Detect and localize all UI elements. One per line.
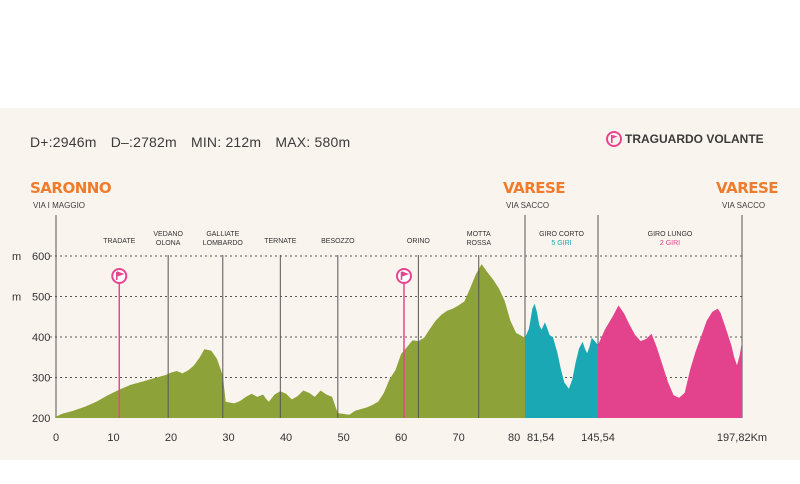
waypoint-label: VEDANO — [153, 231, 183, 238]
mid-street: VIA SACCO — [506, 201, 550, 210]
x-tick-label: 0 — [53, 432, 59, 444]
x-tick-label: 30 — [222, 432, 234, 444]
x-tick-label: 70 — [452, 432, 464, 444]
flag-icon — [395, 268, 412, 284]
stat-dminus: D–:2782m — [110, 134, 177, 150]
x-tick-label: 50 — [337, 432, 349, 444]
x-tick-label: 197,82Km — [717, 432, 767, 444]
x-tick-label: 40 — [280, 432, 292, 444]
section-sublabel: 5 GIRI — [551, 240, 571, 247]
flag-icon — [606, 131, 622, 147]
flag-glyph — [400, 271, 410, 280]
elevation-area-2 — [525, 303, 598, 418]
stat-dplus: D+:2946m — [30, 134, 97, 150]
y-unit-label: m — [12, 251, 21, 263]
x-tick-label: 10 — [107, 432, 119, 444]
end-city: VARESE — [716, 179, 779, 197]
legend-label: TRAGUARDO VOLANTE — [625, 132, 764, 146]
waypoint-label: GALLIATE — [206, 231, 239, 238]
y-unit-label: m — [12, 292, 21, 304]
waypoint-label-2: OLONA — [156, 240, 181, 247]
start-street: VIA I MAGGIO — [33, 201, 86, 210]
waypoint-label: ORINO — [407, 238, 431, 245]
flag-glyph — [116, 271, 125, 280]
stat-max: MAX: 580m — [275, 134, 351, 150]
elevation-area-1 — [56, 264, 525, 418]
flag-icon — [111, 268, 128, 284]
y-tick-label: 600 — [32, 251, 50, 263]
waypoint-label-2: LOMBARDO — [203, 240, 244, 247]
mid-city: VARESE — [503, 179, 566, 197]
y-tick-label: 400 — [32, 332, 50, 344]
y-tick-label: 500 — [32, 292, 50, 304]
x-tick-label: 81,54 — [527, 432, 555, 444]
x-tick-label: 80 — [508, 432, 520, 444]
waypoint-label: MOTTA — [467, 231, 491, 238]
section-sublabel: 2 GIRI — [660, 240, 680, 247]
start-city: SARONNO — [30, 179, 112, 197]
x-tick-label: 145,54 — [581, 432, 615, 444]
end-street: VIA SACCO — [722, 201, 766, 210]
y-tick-label: 200 — [32, 413, 50, 425]
waypoint-label-2: ROSSA — [466, 240, 491, 247]
x-tick-label: 20 — [165, 432, 177, 444]
waypoint-label: TRADATE — [103, 238, 135, 245]
stat-min: MIN: 212m — [190, 134, 262, 150]
elevation-area-3 — [598, 305, 742, 418]
x-tick-label: 60 — [395, 432, 407, 444]
legend: TRAGUARDO VOLANTE — [606, 131, 764, 147]
elevation-stats: D+:2946m D–:2782m MIN: 212m MAX: 580m — [30, 134, 360, 150]
waypoint-label: TERNATE — [264, 238, 296, 245]
section-label: GIRO CORTO — [539, 231, 584, 238]
section-label: GIRO LUNGO — [648, 231, 693, 238]
waypoint-label: BESOZZO — [321, 238, 355, 245]
y-tick-label: 300 — [32, 373, 50, 385]
